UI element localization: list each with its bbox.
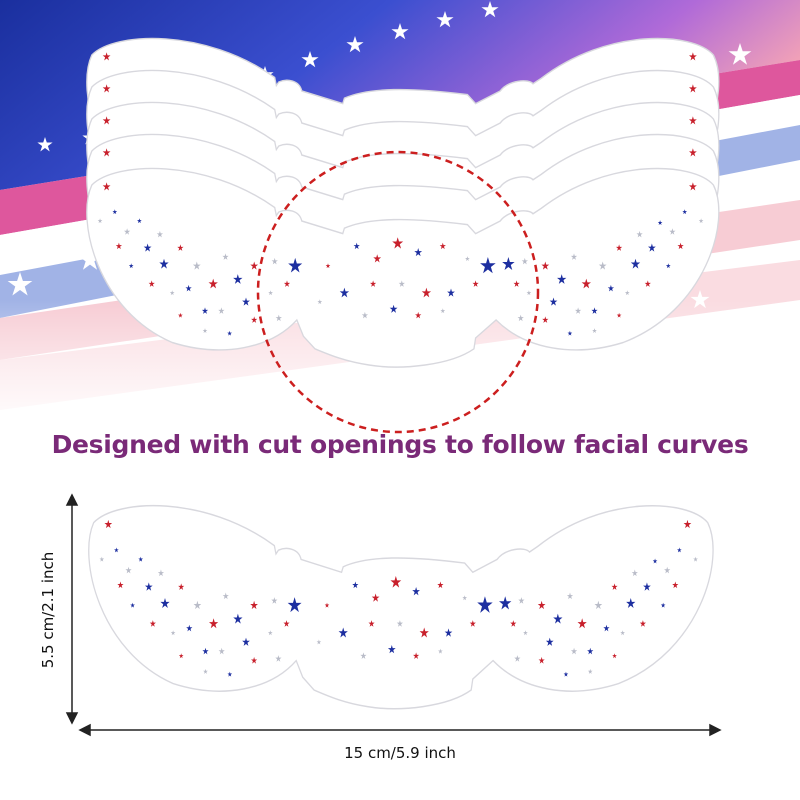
stencil-outline — [88, 505, 714, 710]
height-dimension-label: 5.5 cm/2.1 inch — [39, 551, 57, 669]
caption-text: Designed with cut openings to follow fac… — [51, 430, 749, 459]
dimension-height-arrow — [65, 493, 79, 725]
stencil-outline — [86, 167, 720, 368]
face-stencil — [88, 505, 714, 710]
width-dimension-label: 15 cm/5.9 inch — [344, 744, 456, 762]
dimension-width-arrow — [78, 723, 722, 737]
single-stencil — [88, 505, 714, 710]
dashed-circle-highlight — [256, 150, 540, 434]
stencil-stack — [86, 37, 720, 368]
face-stencil — [86, 167, 720, 368]
